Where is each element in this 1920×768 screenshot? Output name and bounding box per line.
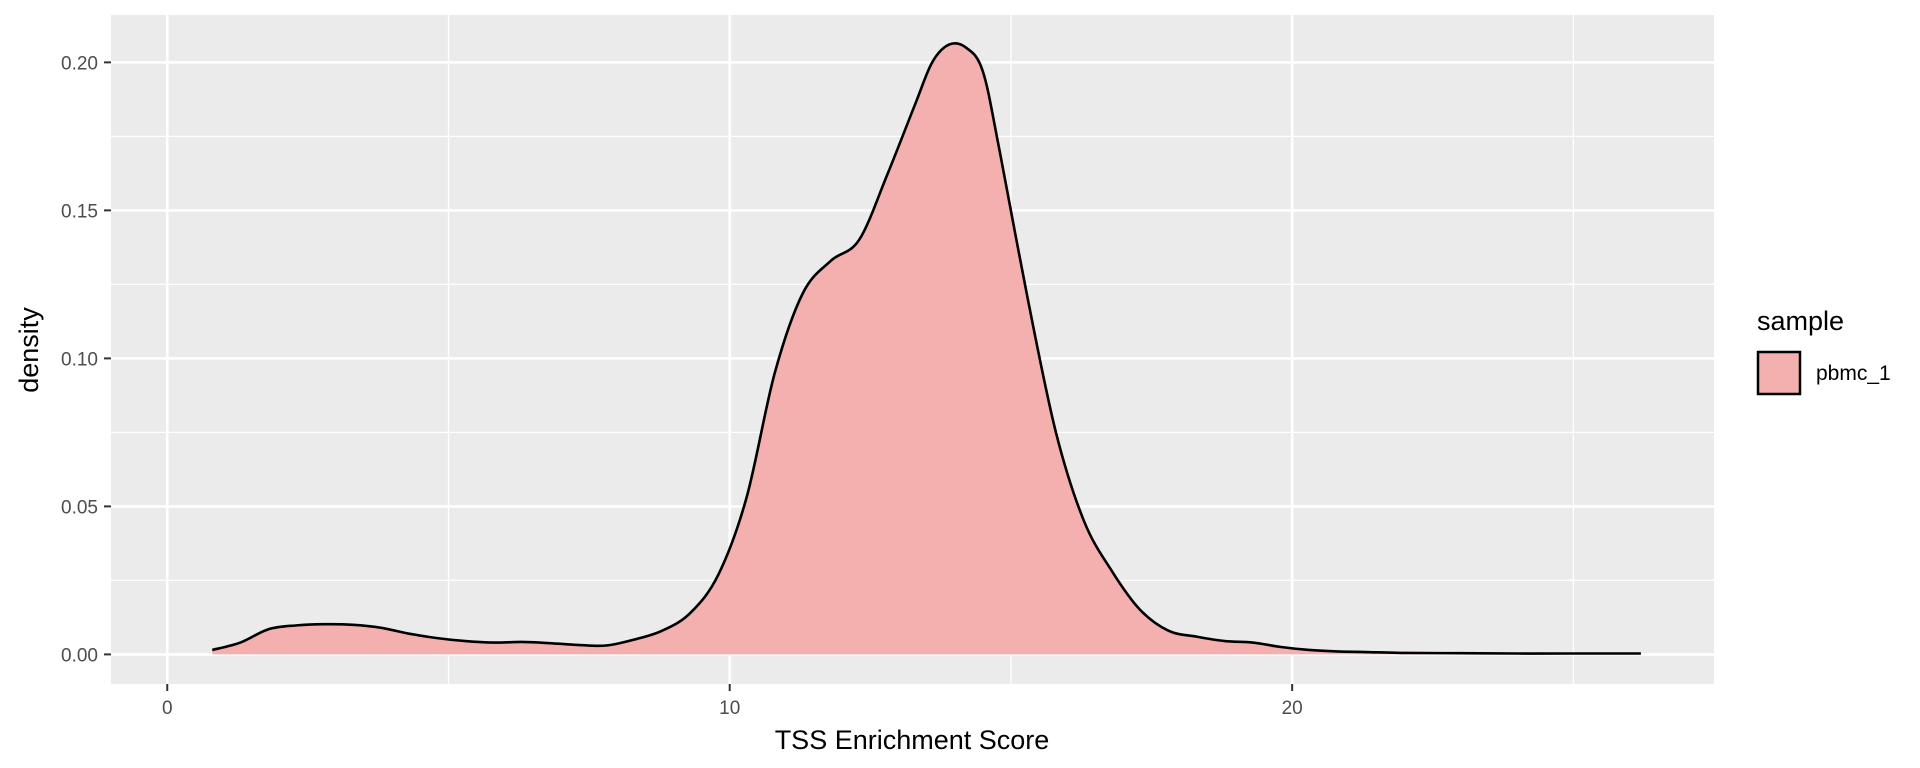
y-tick-label: 0.10 xyxy=(61,349,98,370)
density-line-pbmc_1 xyxy=(211,41,1641,655)
legend-label-pbmc_1: pbmc_1 xyxy=(1816,362,1891,385)
legend-title: sample xyxy=(1757,306,1844,336)
y-tick-label: 0.20 xyxy=(61,53,98,74)
y-tick-label: 0.05 xyxy=(61,497,98,518)
x-axis-title: TSS Enrichment Score xyxy=(775,725,1050,755)
legend-key-pbmc_1 xyxy=(1756,350,1802,396)
legend: sample pbmc_1 xyxy=(1756,306,1891,396)
x-tick-label: 20 xyxy=(1282,698,1303,719)
series-layer xyxy=(211,41,1641,655)
axes: 0 10 20 0.00 0.05 0.10 0.15 0.20 xyxy=(61,53,1303,719)
x-tick-label: 10 xyxy=(719,698,740,719)
density-area-pbmc_1 xyxy=(212,43,1641,655)
x-tick-label: 0 xyxy=(162,698,173,719)
y-tick-label: 0.00 xyxy=(61,645,98,666)
y-tick-label: 0.15 xyxy=(61,201,98,222)
y-axis-title: density xyxy=(14,307,44,393)
